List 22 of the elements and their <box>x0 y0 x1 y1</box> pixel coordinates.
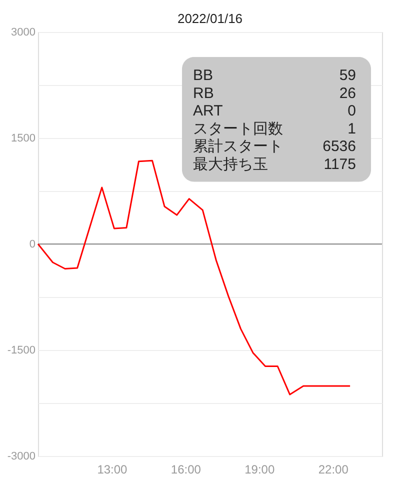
x-tick-label: 22:00 <box>318 462 349 476</box>
annotation: BB <box>193 67 214 84</box>
annotation: 26 <box>339 84 356 102</box>
annotation: スタート回数 <box>193 120 283 138</box>
x-tick-label: 13:00 <box>97 462 128 476</box>
y-tick-label: 3000 <box>11 26 36 38</box>
annotation: 累計スタート <box>193 138 283 156</box>
annotation: 6536 <box>322 138 356 156</box>
x-tick-label: 19:00 <box>244 462 275 476</box>
annotation: 1175 <box>324 156 356 173</box>
annotation: 0 <box>348 102 356 120</box>
annotation: RB <box>193 84 214 102</box>
annotation: 1 <box>348 120 356 138</box>
annotation: ART <box>193 102 223 120</box>
y-tick-label: 1500 <box>11 132 36 144</box>
annotation: 59 <box>339 67 356 84</box>
x-tick-label: 16:00 <box>170 462 202 476</box>
y-tick-label: -3000 <box>7 450 36 462</box>
annotation: 最大持ち玉 <box>193 156 268 173</box>
y-tick-label: 0 <box>29 238 36 250</box>
chart-title: 2022/01/16 <box>177 11 243 26</box>
y-tick-label: -1500 <box>7 344 36 356</box>
